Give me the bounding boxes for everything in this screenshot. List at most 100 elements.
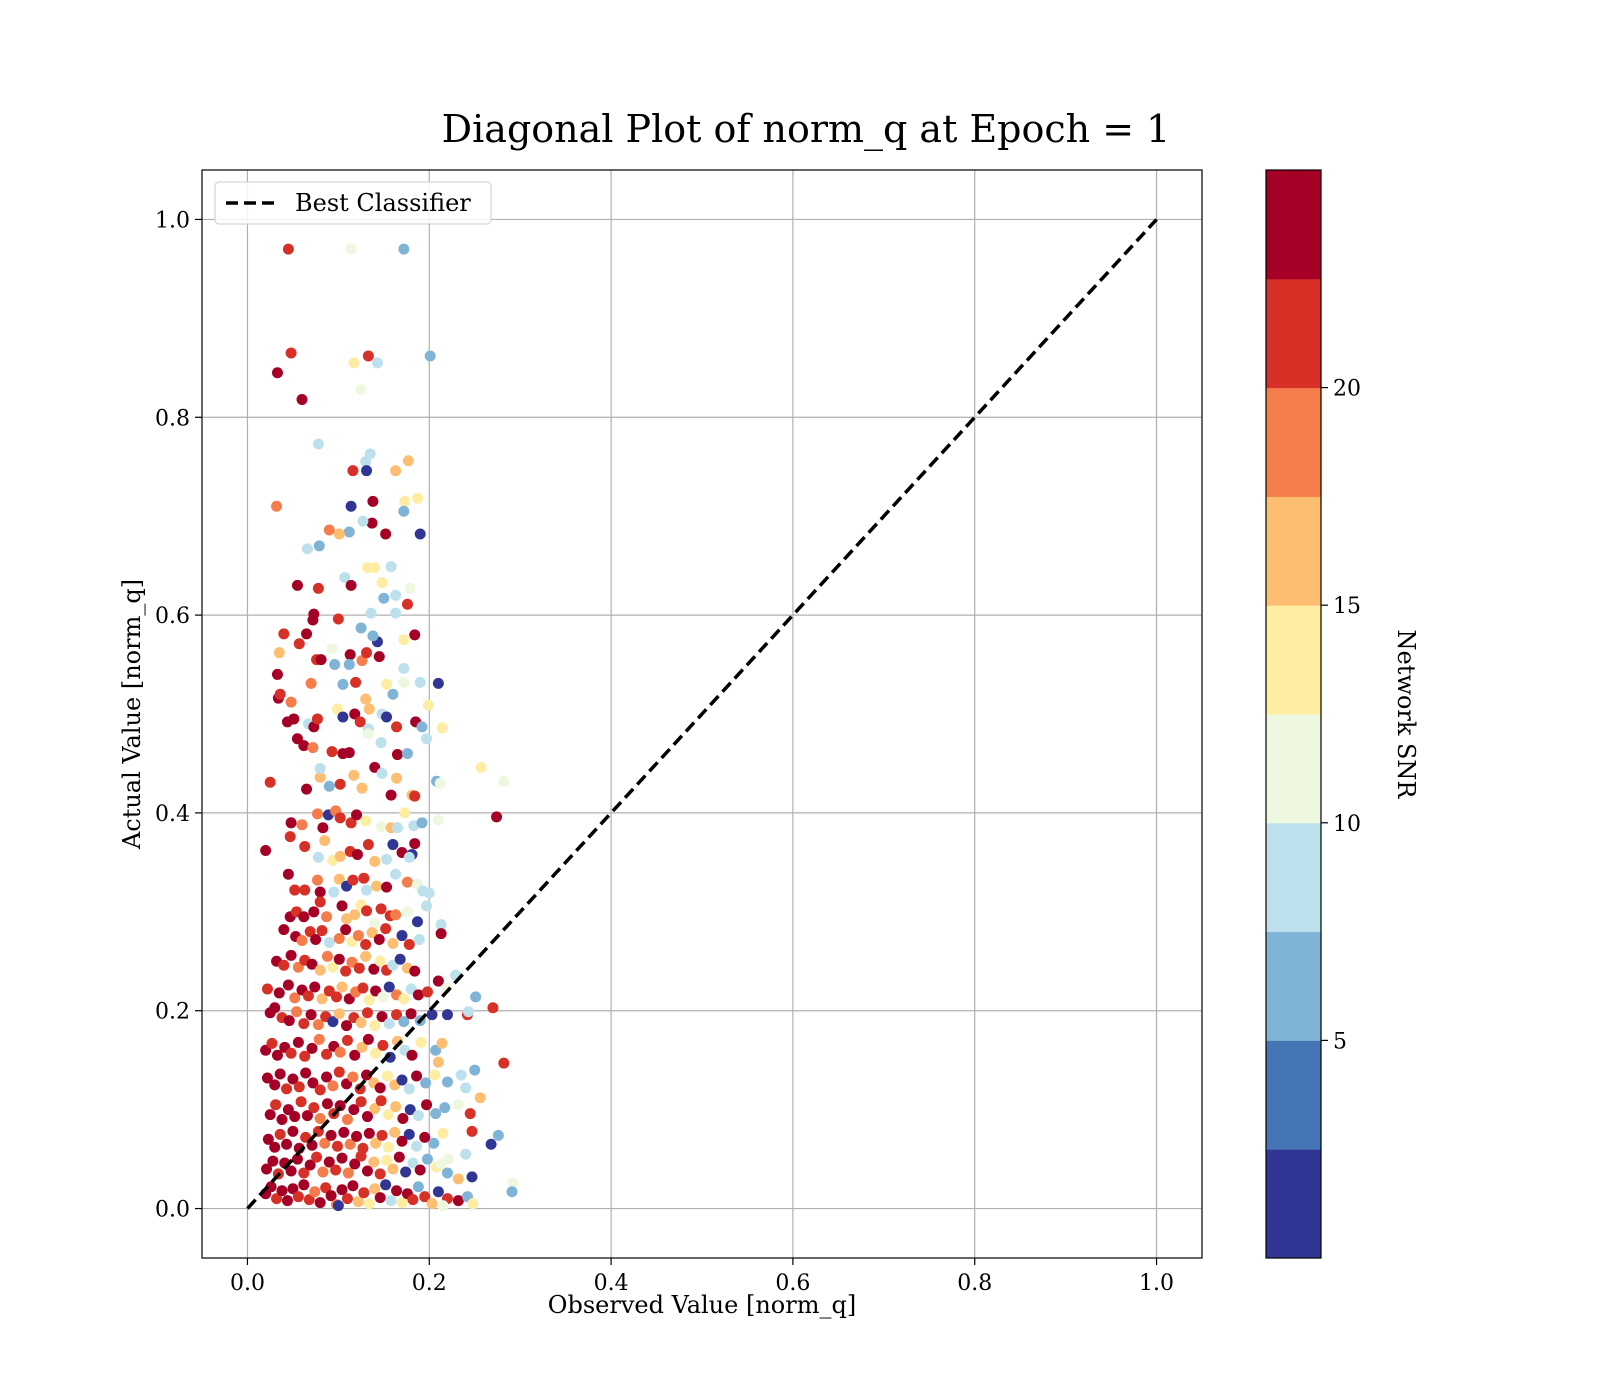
colorbar-band xyxy=(1266,931,1321,1041)
data-point xyxy=(287,1125,299,1137)
data-point xyxy=(306,958,318,970)
best-classifier-line xyxy=(246,218,1158,1210)
data-point xyxy=(403,938,415,950)
data-point xyxy=(414,676,426,688)
data-point xyxy=(274,1128,286,1140)
data-point xyxy=(305,1009,317,1021)
data-point xyxy=(390,607,402,619)
data-point xyxy=(285,347,297,359)
data-point xyxy=(287,1183,299,1195)
data-point xyxy=(409,629,421,641)
data-point xyxy=(326,643,338,655)
data-point xyxy=(399,495,411,507)
data-point xyxy=(401,906,413,918)
x-tick-label: 1.0 xyxy=(1139,1271,1174,1296)
data-point xyxy=(421,900,433,912)
data-point xyxy=(419,1131,431,1143)
data-point xyxy=(323,780,335,792)
data-point xyxy=(343,993,355,1005)
data-point xyxy=(293,1081,305,1093)
data-point xyxy=(432,975,444,987)
data-point xyxy=(390,909,402,921)
data-point xyxy=(466,1171,478,1183)
data-point xyxy=(387,1163,399,1175)
colorbar-band xyxy=(1266,822,1321,933)
data-point xyxy=(276,1114,288,1126)
data-point xyxy=(398,1016,410,1028)
data-point xyxy=(400,1166,412,1178)
y-axis-label: Actual Value [norm_q] xyxy=(118,579,146,850)
data-point xyxy=(281,1138,293,1150)
data-point xyxy=(397,1113,409,1125)
data-point xyxy=(452,1099,464,1111)
colorbar-label: Network SNR xyxy=(1392,630,1420,800)
data-point xyxy=(391,1185,403,1197)
data-point xyxy=(339,572,351,584)
data-point xyxy=(409,838,421,850)
data-point xyxy=(347,1071,359,1083)
data-point xyxy=(311,874,323,886)
data-point xyxy=(345,579,357,591)
data-point xyxy=(301,628,313,640)
data-point xyxy=(278,959,290,971)
data-point xyxy=(265,1181,277,1193)
data-point xyxy=(298,1179,310,1191)
data-point xyxy=(350,676,362,688)
data-point xyxy=(412,1181,424,1193)
data-point xyxy=(333,953,345,965)
data-point xyxy=(285,1165,297,1177)
data-point xyxy=(300,1067,312,1079)
data-point xyxy=(411,916,423,928)
data-point xyxy=(391,822,403,834)
data-point xyxy=(273,647,285,659)
data-point xyxy=(411,1070,423,1082)
data-point xyxy=(325,1190,337,1202)
data-point xyxy=(355,622,367,634)
data-point xyxy=(491,811,503,823)
data-point xyxy=(336,1152,348,1164)
data-point xyxy=(314,762,326,774)
data-point xyxy=(351,809,363,821)
data-point xyxy=(360,950,372,962)
data-point xyxy=(407,1194,419,1206)
data-point xyxy=(262,1133,274,1145)
data-point xyxy=(426,1198,438,1210)
data-point xyxy=(423,887,435,899)
data-point xyxy=(347,465,359,477)
data-point xyxy=(333,528,345,540)
data-point xyxy=(387,937,399,949)
data-point xyxy=(351,1130,363,1142)
data-point xyxy=(291,579,303,591)
data-point xyxy=(353,962,365,974)
data-point xyxy=(421,733,433,745)
data-point xyxy=(398,676,410,688)
data-point xyxy=(325,1129,337,1141)
data-point xyxy=(390,868,402,880)
data-point xyxy=(375,903,387,915)
data-point xyxy=(314,1084,326,1096)
data-point xyxy=(327,1080,339,1092)
data-point xyxy=(270,1099,282,1111)
data-point xyxy=(261,1072,273,1084)
reference-line-layer xyxy=(246,218,1158,1210)
data-point xyxy=(356,1041,368,1053)
data-point xyxy=(401,876,413,888)
data-point xyxy=(264,1109,276,1121)
data-point xyxy=(354,1083,366,1095)
data-point xyxy=(346,956,358,968)
data-point xyxy=(304,926,316,938)
data-point xyxy=(351,848,363,860)
data-point xyxy=(358,872,370,884)
data-point xyxy=(343,747,355,759)
data-point xyxy=(437,1127,449,1139)
data-point xyxy=(412,989,424,1001)
data-point xyxy=(363,994,375,1006)
data-point xyxy=(391,772,403,784)
data-point xyxy=(361,1165,373,1177)
data-point xyxy=(420,1077,432,1089)
data-point xyxy=(367,630,379,642)
data-point xyxy=(432,1056,444,1068)
data-points xyxy=(260,243,519,1212)
data-point xyxy=(422,699,434,711)
